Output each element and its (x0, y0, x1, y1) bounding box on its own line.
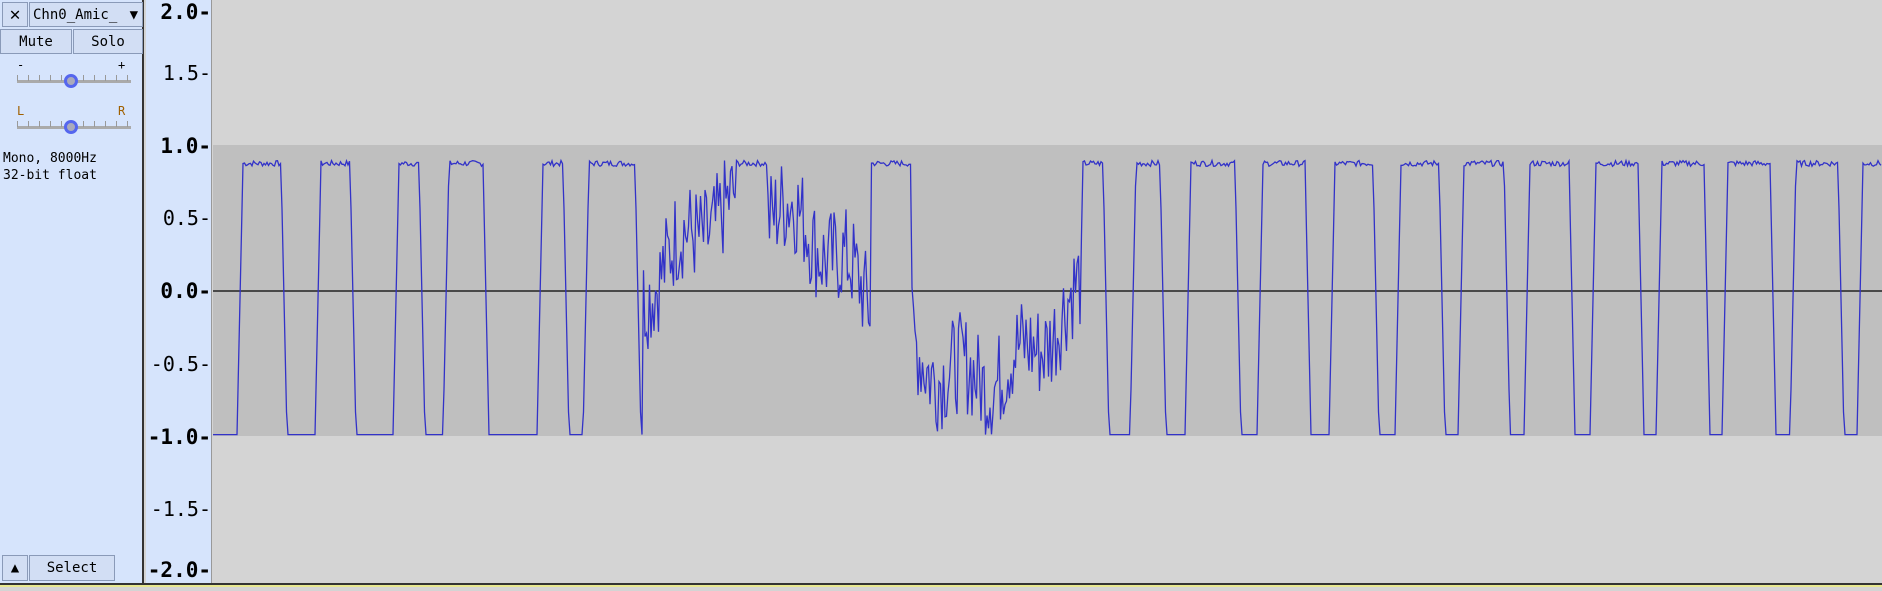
close-icon: ✕ (9, 4, 21, 25)
track-bottom-border (0, 583, 1882, 587)
mute-button[interactable]: Mute (0, 29, 72, 54)
ruler-tick-label: -0.5- (150, 351, 211, 376)
track-format-info: Mono, 8000Hz 32-bit float (3, 150, 97, 184)
ruler-tick-label: -2.0- (147, 558, 211, 582)
gain-plus-label: + (118, 58, 126, 72)
track-control-panel: ✕ Chn0_Amic_ ▼ Mute Solo - + L R Mono, 80… (0, 0, 144, 583)
ruler-tick-label: 1.5- (162, 60, 211, 85)
waveform-trace (213, 158, 1882, 436)
track-name: Chn0_Amic_ (33, 6, 118, 23)
sample-format-label: 32-bit float (3, 168, 97, 183)
ruler-tick-label: 2.0- (160, 0, 211, 24)
pan-slider[interactable] (17, 118, 131, 134)
ruler-tick-label: 0.0- (160, 279, 211, 303)
ruler-tick-label: -1.5- (150, 497, 211, 522)
pan-right-label: R (118, 104, 126, 118)
ruler-tick-label: 1.0- (160, 133, 211, 158)
sample-rate-label: Mono, 8000Hz (3, 151, 97, 166)
triangle-up-icon: ▲ (10, 560, 20, 576)
pan-slider-thumb[interactable] (64, 120, 78, 134)
track-name-menu[interactable]: Chn0_Amic_ ▼ (29, 2, 143, 27)
pan-left-label: L (17, 104, 25, 118)
solo-button[interactable]: Solo (73, 29, 143, 54)
gain-slider[interactable] (17, 72, 131, 88)
gain-minus-label: - (17, 58, 25, 72)
vertical-amplitude-ruler: 2.0- 1.5- 1.0- 0.5- 0.0- -0.5- -1.0- -1.5- -2.0- (146, 0, 212, 583)
gain-slider-thumb[interactable] (64, 74, 78, 88)
collapse-track-button[interactable]: ▲ (2, 555, 28, 581)
close-track-button[interactable]: ✕ (2, 2, 28, 27)
ruler-tick-label: 0.5- (162, 206, 211, 231)
waveform-display[interactable] (213, 0, 1882, 583)
ruler-tick-label: -1.0- (147, 424, 211, 449)
triangle-down-icon: ▼ (129, 6, 138, 23)
select-track-button[interactable]: Select (29, 555, 115, 581)
